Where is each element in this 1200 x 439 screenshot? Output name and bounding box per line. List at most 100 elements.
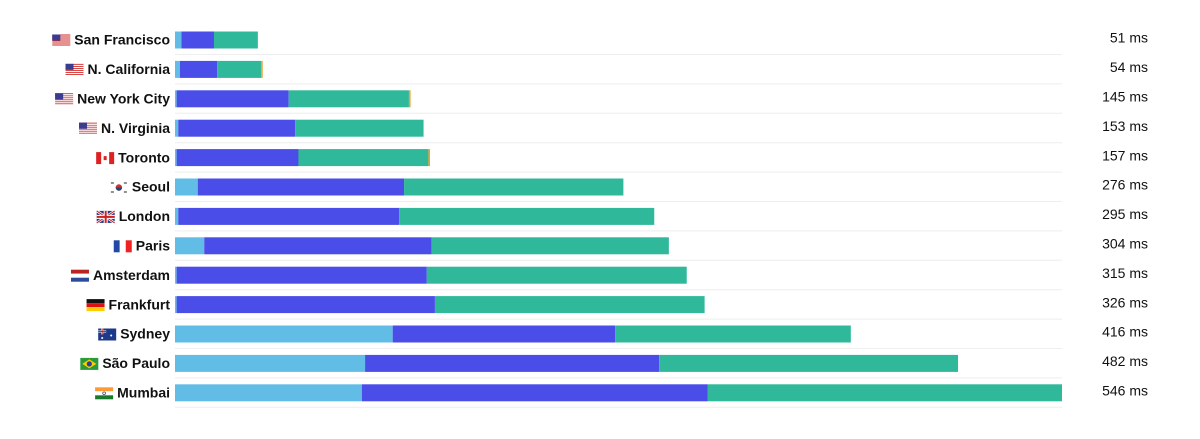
flag-part [65, 63, 74, 70]
flag-part [102, 391, 106, 395]
flag-part [98, 328, 117, 341]
bar-segment [659, 354, 959, 372]
flag-part [55, 101, 74, 103]
city-label: Frankfurt [109, 296, 171, 312]
flag-part [52, 35, 71, 37]
city-label: N. California [88, 61, 171, 77]
bar-segment [176, 149, 299, 167]
flag-part [79, 127, 98, 129]
flag-part [79, 122, 98, 124]
bar-segment [434, 296, 705, 314]
flag-part [96, 152, 102, 165]
flag-part [65, 66, 84, 68]
flag-part [55, 100, 74, 102]
bar-segment [361, 384, 708, 402]
total-label: 315 ms [1102, 265, 1148, 281]
total-label: 153 ms [1102, 118, 1148, 134]
flag-part [52, 42, 71, 44]
flag-part [79, 129, 98, 131]
bar-segment [175, 237, 205, 255]
flag [65, 63, 84, 76]
bar-segment [426, 266, 687, 284]
flag-part [55, 98, 74, 100]
flag-part [55, 96, 74, 98]
bar-segment [181, 31, 214, 49]
flag [96, 152, 115, 165]
flag-part [52, 41, 71, 43]
bar-segment [392, 325, 616, 343]
flag-part [110, 191, 114, 193]
flag-part [65, 64, 84, 66]
flag-part [86, 299, 105, 304]
flag-part [55, 95, 74, 97]
flag-part [79, 123, 98, 125]
flag-part [98, 331, 107, 332]
city-label: New York City [77, 91, 170, 107]
flag-part [65, 65, 84, 67]
flag-part [70, 273, 89, 278]
total-label: 295 ms [1102, 206, 1148, 222]
flag-part [52, 43, 71, 45]
bar-segment [179, 60, 218, 78]
flag-part [65, 69, 84, 71]
bar-segment [175, 354, 366, 372]
flag-part [103, 156, 107, 161]
bar-segment [295, 119, 424, 137]
city-label: Amsterdam [93, 267, 170, 283]
city-label: Paris [136, 238, 170, 254]
flag-part [79, 130, 98, 132]
flag-part [55, 94, 74, 96]
total-label: 326 ms [1102, 294, 1148, 310]
flag-part [55, 104, 74, 106]
bar-segment [288, 90, 409, 108]
flag [70, 269, 89, 282]
flag-part [70, 277, 89, 282]
flag-part [86, 361, 92, 367]
city-label: N. Virginia [101, 120, 170, 136]
flag-part [65, 73, 84, 75]
flag-part [95, 395, 114, 400]
flag-part [65, 71, 84, 73]
flag-part [79, 131, 98, 133]
bar-segment [176, 296, 435, 314]
bar-segment [615, 325, 851, 343]
bar-segment [399, 207, 655, 225]
flag-part [52, 39, 71, 41]
flag-part [65, 68, 84, 70]
total-label: 51 ms [1110, 30, 1148, 46]
bar-segment [175, 60, 180, 78]
flag-part [55, 93, 64, 100]
flag [95, 387, 114, 400]
flag-part [115, 187, 123, 191]
bar-segment [175, 266, 177, 284]
flag-part [65, 70, 84, 72]
flag-part [52, 34, 71, 36]
flag-part [65, 63, 84, 65]
total-label: 157 ms [1102, 147, 1148, 163]
bar-segment [428, 149, 431, 167]
flag [109, 181, 128, 194]
flag [79, 122, 98, 135]
flag-part [52, 40, 71, 42]
flag-part [79, 122, 88, 129]
bar-segment [178, 207, 400, 225]
bar-segment [175, 384, 362, 402]
flag-part [123, 182, 127, 184]
flag-part [65, 72, 84, 74]
flag-part [52, 37, 71, 39]
flag-part [95, 391, 114, 396]
total-label: 482 ms [1102, 353, 1148, 369]
flag-part [55, 103, 74, 105]
flag-part [110, 182, 114, 184]
flag-part [55, 102, 74, 104]
total-label: 416 ms [1102, 324, 1148, 340]
bar-segment [298, 149, 429, 167]
bar-segment [175, 31, 182, 49]
bar-segment [175, 296, 177, 314]
flag-part [70, 269, 89, 274]
city-label: London [119, 208, 170, 224]
bar-segment [175, 207, 179, 225]
bar-segment [217, 60, 262, 78]
city-label: Sydney [120, 326, 170, 342]
bar-segment [175, 178, 198, 196]
